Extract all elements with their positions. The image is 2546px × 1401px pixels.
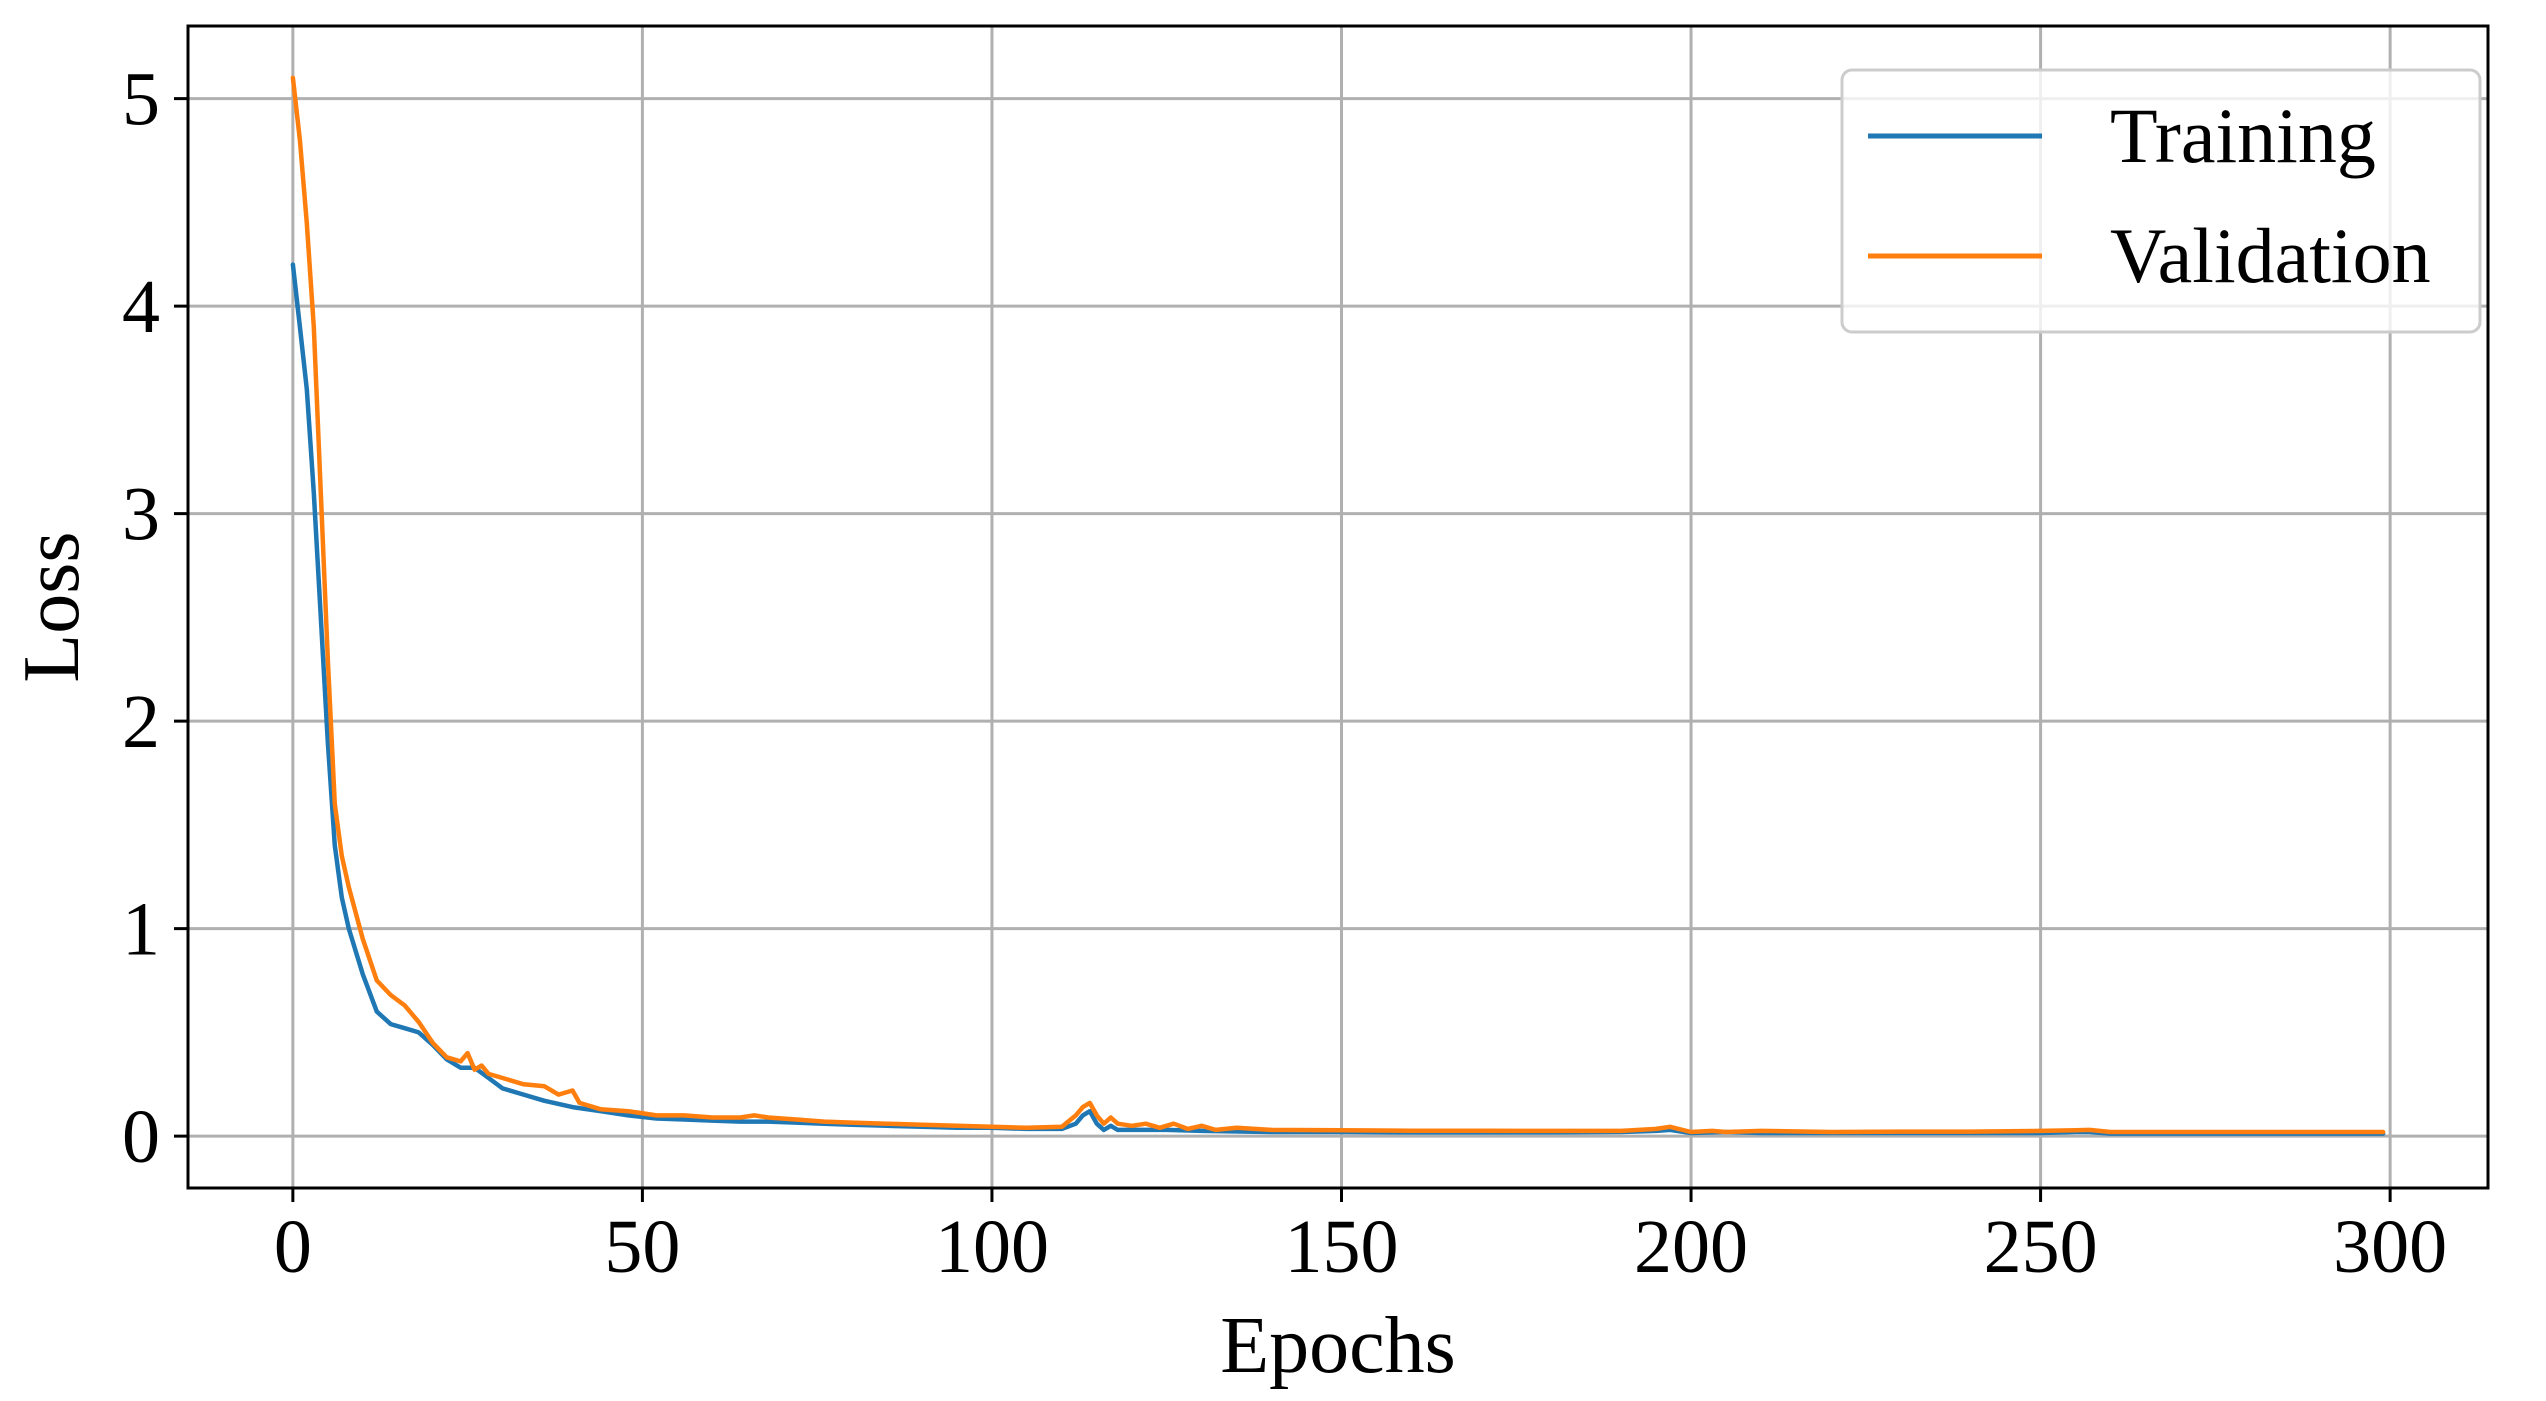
- y-axis-title: Loss: [8, 531, 96, 682]
- y-tick-label: 5: [122, 58, 160, 142]
- x-tick-label: 250: [1984, 1205, 2098, 1289]
- y-tick-label: 4: [122, 265, 160, 349]
- x-tick-label: 200: [1634, 1205, 1748, 1289]
- axis-ticks: 0 50 100 150 200 250 300 0 1 2 3 4 5: [122, 58, 2447, 1289]
- legend-label-validation: Validation: [2110, 212, 2431, 299]
- legend: Training Validation: [1840, 68, 2482, 334]
- y-tick-label: 0: [122, 1095, 160, 1179]
- plot-area-frame: [186, 24, 2490, 1190]
- x-tick-label: 150: [1284, 1205, 1398, 1289]
- y-tick-label: 3: [122, 473, 160, 557]
- x-tick-label: 0: [274, 1205, 312, 1289]
- x-axis-title: Epochs: [1220, 1302, 1456, 1390]
- grid: [188, 26, 2488, 1188]
- y-tick-label: 2: [122, 680, 160, 764]
- x-tick-label: 300: [2333, 1205, 2447, 1289]
- y-tick-label: 1: [122, 888, 160, 972]
- x-tick-label: 50: [604, 1205, 680, 1289]
- series-line-validation: [290, 75, 2386, 1135]
- legend-label-training: Training: [2110, 92, 2376, 179]
- series-lines: [290, 75, 2386, 1136]
- x-tick-label: 100: [935, 1205, 1049, 1289]
